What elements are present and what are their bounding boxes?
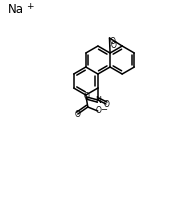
Text: O: O bbox=[110, 41, 116, 50]
Text: O: O bbox=[104, 100, 109, 109]
Text: O: O bbox=[95, 106, 101, 115]
Text: −: − bbox=[100, 105, 107, 114]
Text: Na: Na bbox=[8, 3, 24, 16]
Text: O: O bbox=[83, 92, 89, 101]
Text: O: O bbox=[74, 110, 80, 119]
Text: +: + bbox=[26, 2, 33, 10]
Text: N: N bbox=[95, 96, 101, 105]
Text: O: O bbox=[110, 37, 116, 46]
